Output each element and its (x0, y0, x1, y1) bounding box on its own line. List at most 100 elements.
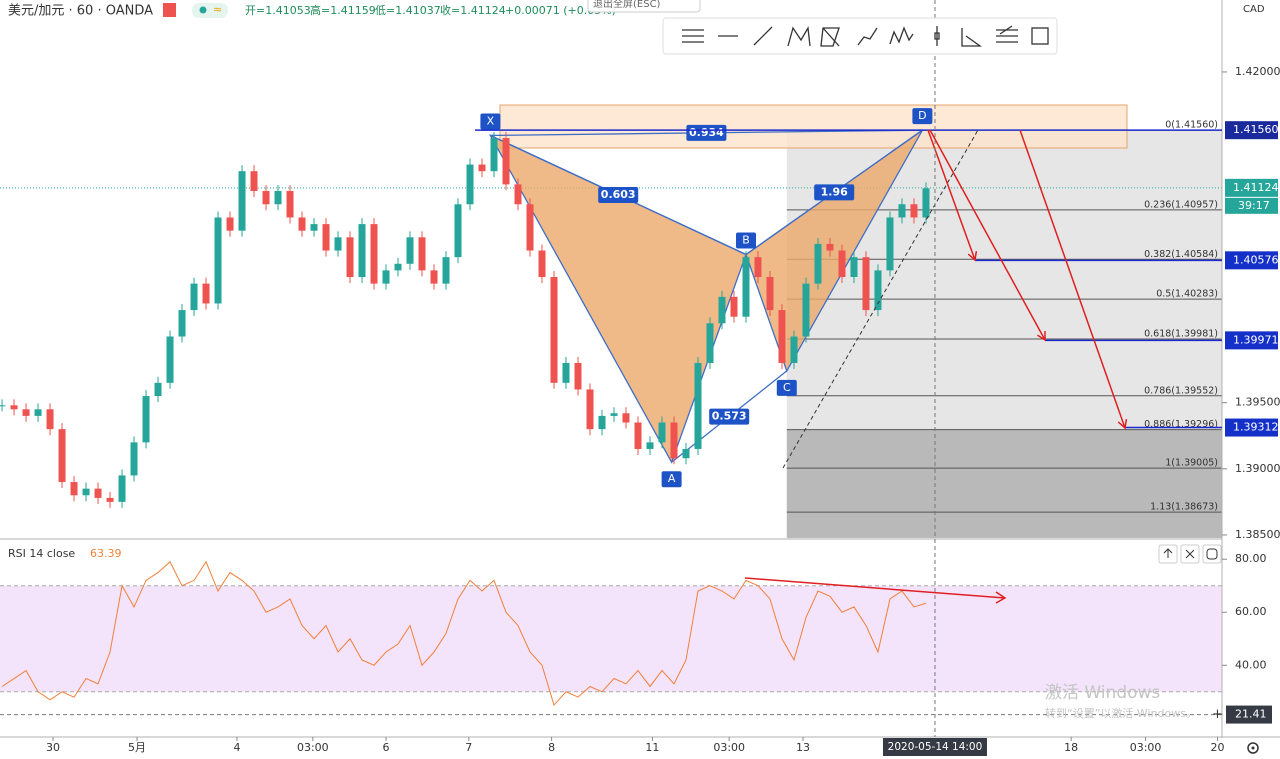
tool-abcd[interactable] (820, 27, 840, 47)
ratio-label: 1.96 (821, 185, 848, 198)
pane-buttons (1158, 544, 1222, 564)
candle (0, 405, 6, 407)
candle (862, 257, 870, 311)
ratio-label: 0.573 (712, 410, 747, 423)
x-tick-label: 5月 (128, 741, 146, 754)
candle (166, 336, 174, 383)
arrow (1019, 129, 1128, 430)
candle (898, 204, 906, 218)
candle (874, 270, 882, 311)
point-label: C (783, 381, 791, 394)
candle (502, 138, 510, 185)
fib-label: 0(1.41560) (1165, 120, 1218, 131)
tool-pattern[interactable] (787, 25, 811, 47)
x-tick-label: 11 (645, 741, 659, 754)
point-label: B (742, 234, 750, 247)
candle (658, 422, 666, 443)
candle (718, 296, 726, 324)
candle (910, 204, 918, 218)
tool-rect[interactable] (1031, 27, 1049, 45)
candle (82, 488, 90, 496)
candle (442, 257, 450, 284)
candle (310, 224, 318, 231)
watermark-text: 转到“设置”以激活 Windows。 (1045, 706, 1197, 720)
ratio-badge (709, 408, 750, 425)
candle (106, 497, 114, 502)
candle (694, 362, 702, 449)
tool-elliott[interactable] (889, 26, 914, 45)
status-badge[interactable] (192, 3, 228, 18)
flag-icon[interactable] (163, 3, 176, 17)
x-tick-label: 4 (233, 741, 240, 754)
status-icon: ≈ (213, 3, 222, 16)
candle (394, 263, 402, 271)
candle (634, 422, 642, 449)
fib-zone-dark (786, 429, 1222, 538)
tool-fib[interactable] (996, 25, 1018, 43)
tool-path[interactable] (857, 27, 878, 46)
point-badge (912, 108, 933, 125)
status-dot (199, 6, 207, 14)
tool-cursor[interactable] (934, 26, 940, 46)
rsi-tick-label: 80.00 (1235, 552, 1267, 565)
candle (190, 283, 198, 311)
candle (214, 217, 222, 304)
maximize-button[interactable] (1202, 544, 1222, 564)
fib-label: 0.786(1.39552) (1144, 385, 1218, 396)
rsi-tick-label: 60.00 (1235, 605, 1267, 618)
candle (490, 138, 498, 172)
rsi-title: RSI 14 close (8, 547, 75, 560)
candle (730, 296, 738, 317)
x-tick-label: 30 (46, 741, 60, 754)
fib-label: 1(1.39005) (1165, 458, 1218, 469)
tool-lines[interactable] (682, 29, 704, 43)
candle (454, 204, 462, 258)
candle (22, 409, 30, 416)
candle (58, 429, 66, 483)
ratio-badge (686, 124, 727, 141)
candle (142, 396, 150, 443)
fib-label: 1.13(1.38673) (1150, 502, 1218, 513)
candle (418, 237, 426, 271)
rsi-tick-label: 40.00 (1235, 658, 1267, 671)
crosshair-date: 2020-05-14 14:00 (888, 741, 983, 753)
candle (538, 250, 546, 278)
candle (358, 224, 366, 278)
ratio-badge (598, 186, 639, 203)
candle (526, 204, 534, 251)
candle (46, 409, 54, 430)
candle (622, 413, 630, 423)
candle (742, 257, 750, 317)
exit-fullscreen[interactable] (587, 0, 701, 13)
watermark-title: 激活 Windows (1045, 683, 1160, 703)
settings-icon[interactable] (1247, 742, 1259, 754)
ohlc-open: 开=1.41053 (245, 4, 311, 17)
drawing-toolbar (662, 17, 1058, 55)
point-badge (776, 379, 797, 396)
candle (34, 409, 42, 416)
y-tick-label: 1.38500 (1235, 528, 1280, 541)
x-tick-label: 7 (465, 741, 472, 754)
candle (274, 191, 282, 205)
crosshair-tag-label: 21.41 (1235, 708, 1267, 721)
tool-angle[interactable] (961, 28, 983, 47)
price-tag (1225, 331, 1278, 350)
candle (202, 283, 210, 304)
price-tag-label: 1.41560 (1233, 123, 1279, 136)
candle (706, 323, 714, 363)
candle (886, 217, 894, 271)
candle (562, 362, 570, 383)
rsi-line (1, 560, 927, 707)
candle (802, 283, 810, 337)
price-tag-label: 1.41124 (1233, 181, 1279, 194)
candle (922, 188, 930, 218)
point-label: X (487, 114, 495, 127)
candle (430, 270, 438, 284)
candle (466, 164, 474, 205)
candle (586, 389, 594, 430)
tool-trend[interactable] (753, 26, 773, 46)
x-tick-label: 20 (1211, 741, 1225, 754)
y-tick-label: 1.39000 (1235, 462, 1280, 475)
crosshair-date-tag (882, 738, 987, 756)
ohlc-close: 收=1.41124 (440, 3, 506, 17)
